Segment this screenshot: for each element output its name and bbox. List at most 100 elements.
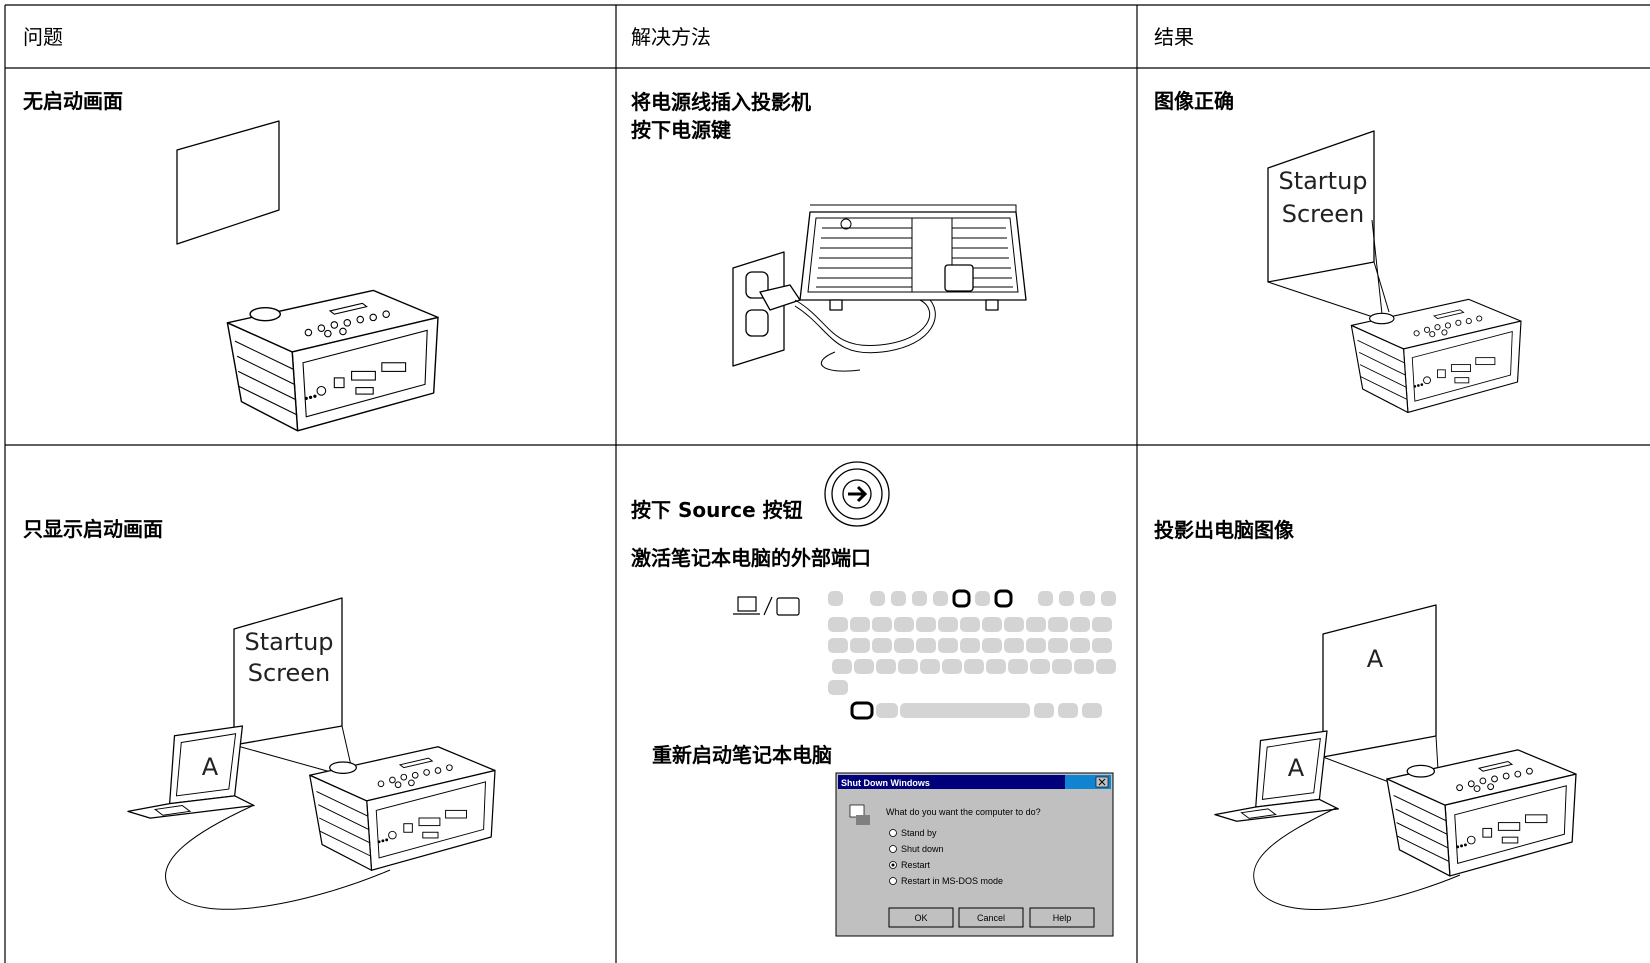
key bbox=[854, 659, 874, 674]
key bbox=[938, 617, 958, 632]
key bbox=[850, 617, 870, 632]
key bbox=[828, 617, 848, 632]
key bbox=[1026, 617, 1046, 632]
drawing-rect bbox=[958, 907, 1024, 928]
key bbox=[870, 591, 885, 606]
key bbox=[1048, 638, 1068, 653]
key bbox=[828, 680, 848, 695]
shutdown-dialog: Shut Down Windows What do you want the c… bbox=[835, 772, 1114, 937]
key bbox=[1096, 659, 1116, 674]
key bbox=[1038, 591, 1053, 606]
laptop-label: A bbox=[202, 753, 219, 781]
screen-label: Screen bbox=[1282, 200, 1365, 228]
screen-label: Screen bbox=[248, 659, 331, 687]
key bbox=[938, 638, 958, 653]
key bbox=[1048, 617, 1068, 632]
result-text: 投影出电脑图像 bbox=[1154, 518, 1295, 542]
highlight-key bbox=[952, 589, 971, 608]
radio-button[interactable] bbox=[889, 845, 897, 853]
laptop bbox=[1214, 730, 1340, 822]
key bbox=[1074, 659, 1094, 674]
key bbox=[1101, 591, 1116, 606]
drawing-rect bbox=[737, 596, 757, 612]
screen-label: Startup bbox=[244, 628, 333, 656]
drawing-path bbox=[1098, 778, 1106, 786]
key bbox=[1070, 638, 1090, 653]
key bbox=[1059, 591, 1074, 606]
key bbox=[1030, 659, 1050, 674]
key bbox=[850, 638, 870, 653]
projector bbox=[1386, 749, 1577, 877]
key bbox=[960, 617, 980, 632]
dialog-option: Shut down bbox=[901, 844, 944, 854]
keyboard bbox=[828, 589, 1116, 720]
solution-text: 将电源线插入投影机 bbox=[631, 90, 811, 114]
drawing-rect bbox=[1029, 907, 1095, 928]
dialog-button[interactable]: Cancel bbox=[977, 913, 1005, 923]
dialog-button[interactable]: OK bbox=[914, 913, 927, 923]
key bbox=[1052, 659, 1072, 674]
solution-text: 按下 Source 按钮 bbox=[631, 498, 803, 522]
key bbox=[975, 591, 990, 606]
key bbox=[872, 617, 892, 632]
highlight-key bbox=[994, 589, 1013, 608]
drawing-path bbox=[794, 295, 936, 372]
laptop-label: A bbox=[1288, 754, 1305, 782]
drawing-rect bbox=[888, 907, 954, 928]
header-solution: 解决方法 bbox=[631, 25, 711, 49]
key bbox=[900, 703, 1030, 718]
solution-text: 激活笔记本电脑的外部端口 bbox=[631, 546, 871, 570]
key bbox=[986, 659, 1006, 674]
dialog-option: Stand by bbox=[901, 828, 937, 838]
dialog-option: Restart bbox=[901, 860, 931, 870]
key bbox=[916, 617, 936, 632]
key bbox=[1092, 638, 1112, 653]
display-toggle-icon bbox=[733, 596, 800, 616]
drawing-circle bbox=[840, 218, 852, 230]
drawing-path bbox=[732, 251, 785, 367]
beam bbox=[1267, 219, 1390, 321]
key bbox=[876, 703, 898, 718]
header-result: 结果 bbox=[1154, 25, 1194, 49]
problem-text: 无启动画面 bbox=[23, 89, 123, 113]
screen-label: A bbox=[1367, 645, 1384, 673]
drawing-path bbox=[848, 485, 868, 503]
key bbox=[872, 638, 892, 653]
laptop bbox=[127, 725, 255, 819]
highlight-key bbox=[850, 701, 874, 720]
key bbox=[982, 617, 1002, 632]
projector bbox=[309, 746, 496, 871]
projector bbox=[1350, 298, 1522, 414]
dialog-option: Restart in MS-DOS mode bbox=[901, 876, 1003, 886]
dialog-question: What do you want the computer to do? bbox=[886, 807, 1041, 817]
key bbox=[1070, 617, 1090, 632]
header-problem: 问题 bbox=[23, 25, 63, 49]
key bbox=[960, 638, 980, 653]
blank-screen bbox=[176, 120, 280, 245]
key bbox=[942, 659, 962, 674]
radio-button[interactable] bbox=[889, 829, 897, 837]
key bbox=[1080, 591, 1095, 606]
key bbox=[920, 659, 940, 674]
dialog-title: Shut Down Windows bbox=[841, 778, 930, 788]
key bbox=[1082, 703, 1102, 718]
projector bbox=[226, 289, 439, 432]
solution-text: 按下电源键 bbox=[631, 118, 731, 142]
key bbox=[964, 659, 984, 674]
drawing-rect bbox=[776, 597, 800, 616]
key bbox=[891, 591, 906, 606]
table-grid bbox=[4, 4, 1650, 963]
key bbox=[876, 659, 896, 674]
key bbox=[1092, 617, 1112, 632]
drawing-rect bbox=[838, 775, 1111, 789]
outlet-illustration bbox=[732, 204, 1027, 372]
problem-text: 只显示启动画面 bbox=[23, 517, 163, 541]
key bbox=[1026, 638, 1046, 653]
drawing-rect bbox=[829, 299, 843, 311]
radio-button[interactable] bbox=[889, 877, 897, 885]
key bbox=[1034, 703, 1054, 718]
key bbox=[1058, 703, 1078, 718]
screen-label: Startup bbox=[1278, 167, 1367, 195]
dialog-button[interactable]: Help bbox=[1053, 913, 1072, 923]
